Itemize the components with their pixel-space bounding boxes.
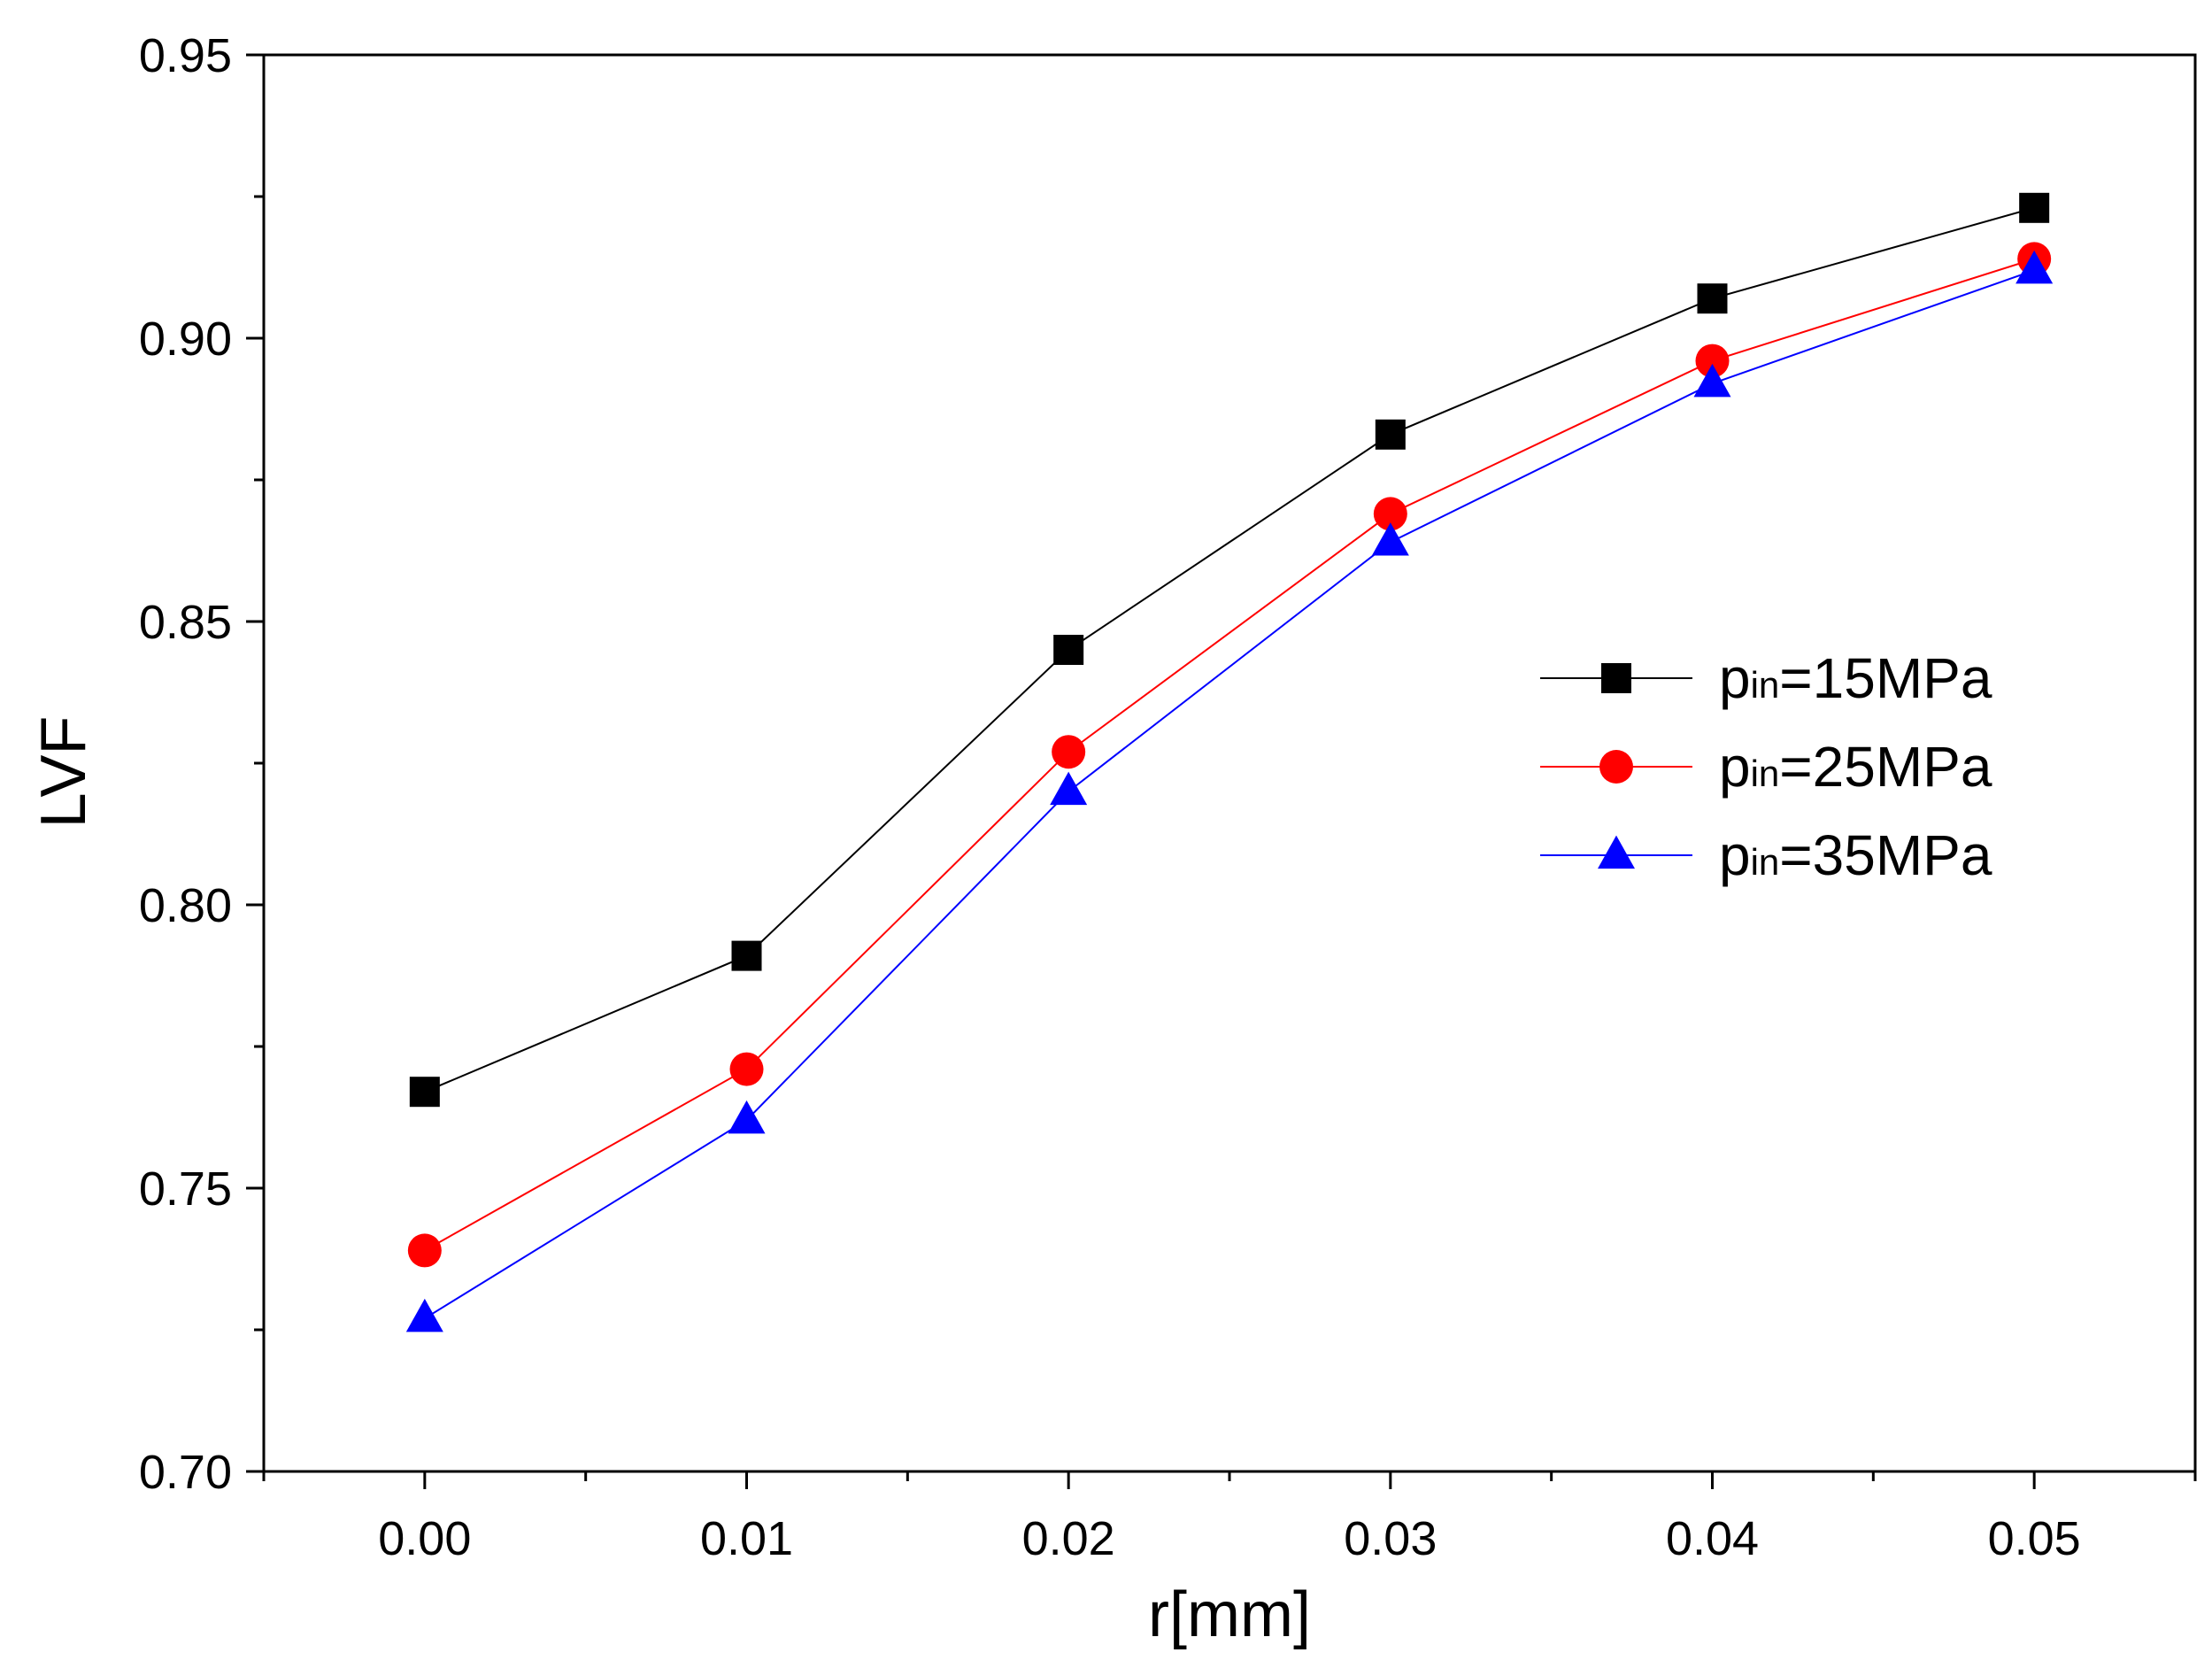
data-point [405,1298,443,1332]
axis-ticks: 0.00 0.01 0.02 0.03 0.04 0.05 0.70 0.75 0.80 0.85… [139,29,2197,1565]
y-tick-label: 0.80 [139,879,232,932]
series-line [424,206,2035,1093]
data-point [1693,363,1731,398]
legend-marker [1601,663,1631,693]
data-point [1695,344,1730,378]
x-tick-label: 0.03 [1344,1512,1437,1565]
y-tick-label: 0.95 [139,29,232,82]
data-point [731,940,762,971]
legend-item: pin=25MPa [1540,735,1992,799]
legend-item: pin=15MPa [1540,646,1992,710]
data-point [1697,283,1728,314]
legend-label-main: p [1719,823,1751,887]
data-point [2015,250,2054,284]
series-line [424,258,2035,1252]
legend-label: pin=15MPa [1719,646,1992,710]
series-1 [409,192,2050,1108]
series-2 [407,242,2052,1268]
legend-label-main: p [1719,735,1751,799]
series-layer [405,192,2054,1332]
x-tick-label: 0.04 [1666,1512,1759,1565]
axis-labels: r[mm] LVF [28,716,1311,1650]
data-point [728,1100,766,1134]
x-tick-label: 0.05 [1988,1512,2081,1565]
x-axis-title: r[mm] [1148,1579,1311,1650]
x-tick-label: 0.00 [378,1512,471,1565]
y-tick-label: 0.85 [139,596,232,649]
x-tick-label: 0.02 [1022,1512,1115,1565]
y-tick-label: 0.90 [139,313,232,366]
y-tick-label: 0.70 [139,1446,232,1499]
data-point [409,1077,440,1108]
legend-label-subscript: in [1751,664,1780,706]
data-point [1052,735,1086,769]
legend-marker [1599,750,1633,784]
data-point [1373,497,1407,531]
data-point [1050,771,1088,806]
series-line [424,269,2035,1320]
data-point [2019,192,2050,223]
legend-marker [1598,835,1635,869]
legend-label-rest: =15MPa [1779,646,1992,710]
legend-label-rest: =25MPa [1779,735,1992,799]
legend-label: pin=35MPa [1719,823,1992,887]
data-point [407,1233,442,1268]
legend-item: pin=35MPa [1540,823,1992,887]
x-tick-label: 0.01 [700,1512,793,1565]
legend-label-rest: =35MPa [1779,823,1992,887]
series-3 [405,250,2054,1332]
data-point [729,1052,764,1086]
legend-label: pin=25MPa [1719,735,1992,799]
y-tick-label: 0.75 [139,1162,232,1216]
data-point [1375,419,1406,450]
data-point [1053,635,1084,665]
legend-label-subscript: in [1751,841,1780,883]
legend-label-subscript: in [1751,753,1780,794]
legend-label-main: p [1719,646,1751,710]
data-point [1371,522,1409,556]
y-axis-title: LVF [28,716,99,829]
